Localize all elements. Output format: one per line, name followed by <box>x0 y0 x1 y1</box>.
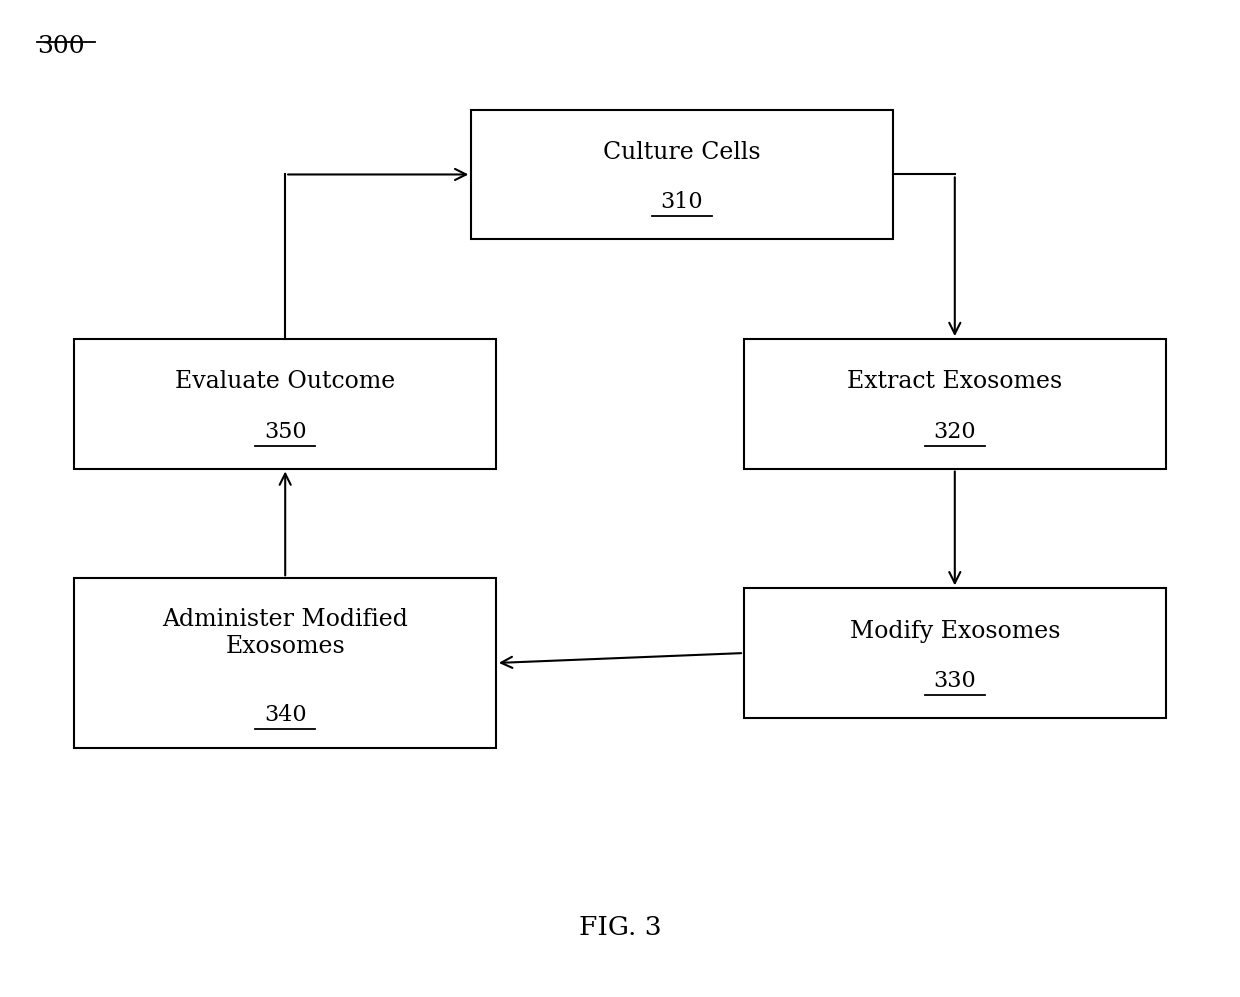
Text: FIG. 3: FIG. 3 <box>579 914 661 940</box>
Text: 350: 350 <box>264 421 306 443</box>
Text: Modify Exosomes: Modify Exosomes <box>849 619 1060 643</box>
FancyBboxPatch shape <box>744 588 1166 718</box>
Text: Extract Exosomes: Extract Exosomes <box>847 370 1063 394</box>
Text: 320: 320 <box>934 421 976 443</box>
FancyBboxPatch shape <box>744 339 1166 469</box>
Text: 340: 340 <box>264 704 306 726</box>
FancyBboxPatch shape <box>74 339 496 469</box>
Text: Culture Cells: Culture Cells <box>603 141 761 165</box>
Text: Administer Modified
Exosomes: Administer Modified Exosomes <box>162 608 408 658</box>
Text: 330: 330 <box>934 670 976 692</box>
FancyBboxPatch shape <box>74 578 496 748</box>
Text: Evaluate Outcome: Evaluate Outcome <box>175 370 396 394</box>
Text: 300: 300 <box>37 35 84 58</box>
FancyBboxPatch shape <box>471 110 893 239</box>
Text: 310: 310 <box>661 191 703 213</box>
